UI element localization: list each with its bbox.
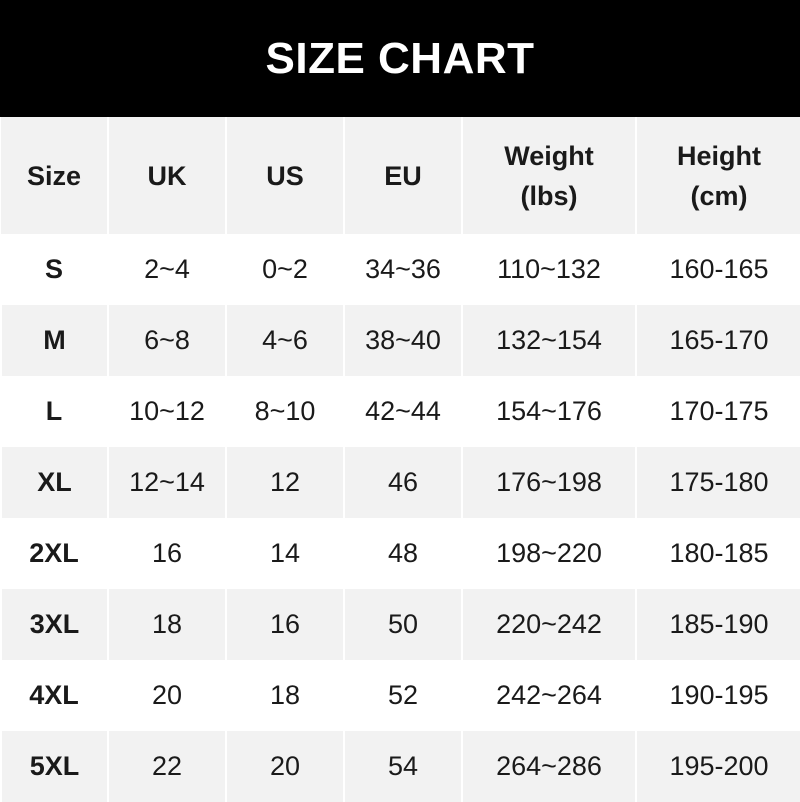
size-cell: 4XL bbox=[29, 680, 79, 710]
table-cell: 50 bbox=[343, 589, 462, 660]
size-chart-title: SIZE CHART bbox=[0, 0, 800, 117]
header-row: Size UK US EU Weight (lbs) Height (cm) bbox=[1, 117, 800, 234]
table-cell: 14 bbox=[269, 538, 301, 568]
table-cell: 20 bbox=[151, 680, 183, 710]
table-cell: 195-200 bbox=[635, 731, 800, 802]
table-cell: 175-180 bbox=[635, 447, 800, 518]
size-cell: M bbox=[0, 305, 108, 376]
table-cell: 220~242 bbox=[461, 589, 636, 660]
table-cell: 52 bbox=[387, 680, 419, 710]
table-cell: 18 bbox=[107, 589, 226, 660]
table-cell: 132~154 bbox=[461, 305, 636, 376]
table-row: 4XL 20 18 52 242~264 190-195 bbox=[1, 660, 800, 731]
table-cell: 170-175 bbox=[669, 396, 769, 426]
table-cell: 180-185 bbox=[669, 538, 769, 568]
column-header: Weight (lbs) bbox=[461, 117, 636, 234]
column-header: UK bbox=[107, 117, 226, 234]
table-row: XL 12~14 12 46 176~198 175-180 bbox=[0, 447, 800, 518]
table-cell: 16 bbox=[151, 538, 183, 568]
size-cell: 5XL bbox=[0, 731, 108, 802]
column-header: Size bbox=[1, 117, 108, 234]
table-cell: 12~14 bbox=[107, 447, 226, 518]
table-cell: 20 bbox=[225, 731, 344, 802]
table-cell: 198~220 bbox=[496, 538, 602, 568]
table-cell: 34~36 bbox=[365, 254, 441, 284]
column-header: Height (cm) bbox=[635, 117, 800, 234]
size-cell: 2XL bbox=[29, 538, 79, 568]
column-header: US bbox=[225, 117, 344, 234]
table-cell: 38~40 bbox=[343, 305, 462, 376]
table-row: 2XL 16 14 48 198~220 180-185 bbox=[1, 518, 800, 589]
table-row: S 2~4 0~2 34~36 110~132 160-165 bbox=[1, 234, 800, 305]
table-cell: 242~264 bbox=[496, 680, 602, 710]
table-cell: 18 bbox=[269, 680, 301, 710]
table-cell: 8~10 bbox=[254, 396, 316, 426]
table-cell: 264~286 bbox=[461, 731, 636, 802]
size-cell: S bbox=[44, 254, 63, 284]
table-cell: 12 bbox=[225, 447, 344, 518]
size-cell: L bbox=[45, 396, 63, 426]
table-cell: 42~44 bbox=[365, 396, 441, 426]
table-row: 3XL 18 16 50 220~242 185-190 bbox=[0, 589, 800, 660]
table-cell: 176~198 bbox=[461, 447, 636, 518]
table-cell: 185-190 bbox=[635, 589, 800, 660]
table-row: 5XL 22 20 54 264~286 195-200 bbox=[0, 731, 800, 802]
table-cell: 190-195 bbox=[669, 680, 769, 710]
table-cell: 4~6 bbox=[225, 305, 344, 376]
table-cell: 2~4 bbox=[144, 254, 190, 284]
table-cell: 46 bbox=[343, 447, 462, 518]
size-table: Size UK US EU Weight (lbs) Height (cm) S 2~4 0~2 3… bbox=[0, 117, 800, 802]
table-row: L 10~12 8~10 42~44 154~176 170-175 bbox=[1, 376, 800, 447]
size-cell: 3XL bbox=[0, 589, 108, 660]
table-cell: 48 bbox=[387, 538, 419, 568]
table-cell: 16 bbox=[225, 589, 344, 660]
column-header: EU bbox=[343, 117, 462, 234]
table-cell: 10~12 bbox=[129, 396, 205, 426]
table-cell: 154~176 bbox=[496, 396, 602, 426]
table-cell: 22 bbox=[107, 731, 226, 802]
table-cell: 160-165 bbox=[669, 254, 769, 284]
table-cell: 110~132 bbox=[497, 254, 601, 284]
table-cell: 54 bbox=[343, 731, 462, 802]
table-cell: 6~8 bbox=[107, 305, 226, 376]
table-cell: 165-170 bbox=[635, 305, 800, 376]
table-row: M 6~8 4~6 38~40 132~154 165-170 bbox=[0, 305, 800, 376]
size-cell: XL bbox=[0, 447, 108, 518]
table-cell: 0~2 bbox=[262, 254, 308, 284]
